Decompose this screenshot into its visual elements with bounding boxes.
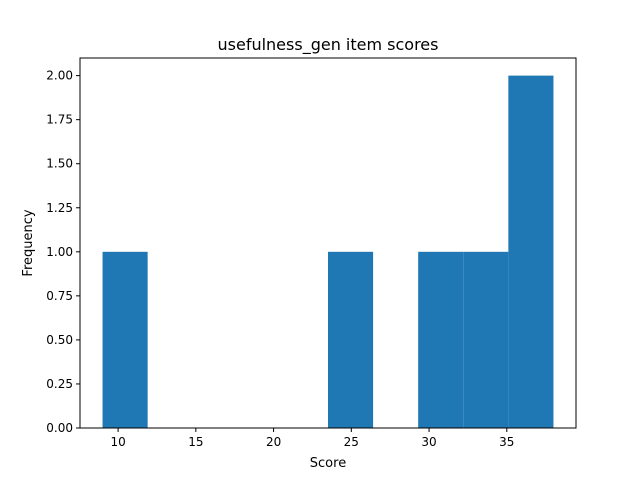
bars-group xyxy=(102,75,554,428)
x-tick-label: 20 xyxy=(266,435,281,449)
y-axis-label: Frequency xyxy=(21,209,36,276)
y-tick-label: 1.25 xyxy=(46,201,73,215)
histogram-bar-9 xyxy=(463,251,509,428)
y-tick-label: 0.50 xyxy=(46,333,73,347)
x-axis-ticks: 10 15 20 25 30 35 xyxy=(110,428,514,449)
y-tick-label: 1.00 xyxy=(46,245,73,259)
histogram-bar-6 xyxy=(328,251,374,428)
histogram-bar-10 xyxy=(508,75,554,428)
x-tick-label: 25 xyxy=(344,435,359,449)
x-tick-label: 15 xyxy=(188,435,203,449)
y-tick-label: 1.75 xyxy=(46,113,73,127)
plot-frame xyxy=(79,57,577,429)
y-tick-label: 0.75 xyxy=(46,289,73,303)
y-tick-label: 0.00 xyxy=(46,421,73,435)
y-tick-label: 1.50 xyxy=(46,157,73,171)
y-tick-label: 2.00 xyxy=(46,69,73,83)
histogram-bar-8 xyxy=(418,251,464,428)
y-tick-label: 0.25 xyxy=(46,377,73,391)
x-axis-label: Score xyxy=(310,456,346,471)
y-axis-ticks: 0.00 0.25 0.50 0.75 1.00 1.25 1.50 1.75 2.00 xyxy=(46,69,80,435)
x-tick-label: 35 xyxy=(499,435,514,449)
x-tick-label: 30 xyxy=(421,435,436,449)
chart-title: usefulness_gen item scores xyxy=(218,35,439,55)
x-tick-label: 10 xyxy=(110,435,125,449)
histogram-bar-1 xyxy=(102,251,148,428)
